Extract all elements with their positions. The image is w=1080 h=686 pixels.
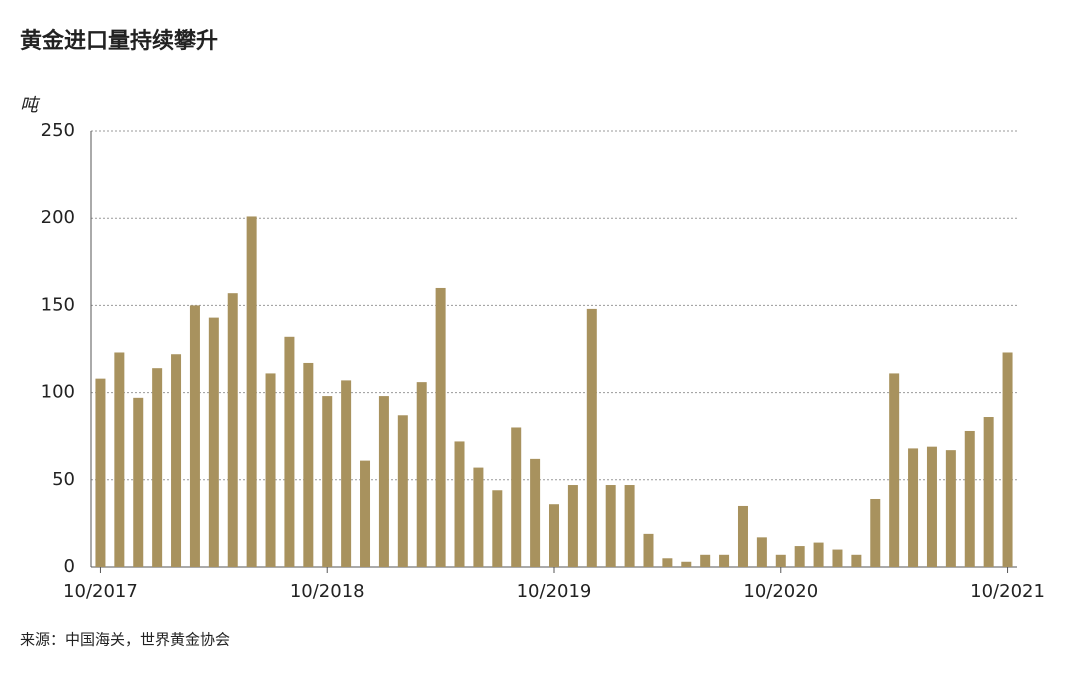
bar <box>775 554 786 567</box>
bar <box>208 317 219 567</box>
bar <box>454 441 465 567</box>
bar <box>624 485 635 567</box>
bar <box>133 397 144 567</box>
bar <box>945 450 956 567</box>
bar <box>889 373 900 567</box>
bar <box>926 446 937 567</box>
bar <box>397 415 408 567</box>
bar <box>473 467 484 567</box>
bar <box>303 362 314 567</box>
bar <box>567 485 578 567</box>
source: 来源：中国海关，世界黄金协会 <box>20 631 230 649</box>
chart-title: 黄金进口量持续攀升 <box>20 28 218 54</box>
bar <box>681 561 692 567</box>
bar <box>964 430 975 567</box>
bar <box>378 396 389 567</box>
bar <box>813 542 824 567</box>
y-tick-label: 250 <box>41 120 75 141</box>
bar <box>832 549 843 567</box>
bar <box>737 505 748 567</box>
bar <box>95 378 106 567</box>
y-tick-label: 0 <box>64 556 75 577</box>
bar <box>492 490 503 567</box>
bar <box>1002 352 1013 567</box>
bar <box>549 504 559 567</box>
bar <box>870 498 881 567</box>
bar <box>662 558 673 567</box>
bar <box>605 485 616 567</box>
y-tick-label: 200 <box>41 207 75 228</box>
bar <box>171 354 182 567</box>
bar <box>511 427 522 567</box>
bar <box>189 305 200 567</box>
x-tick-label: 10/2018 <box>290 581 365 602</box>
x-tick-label: 10/2019 <box>517 581 592 602</box>
bar <box>435 287 446 567</box>
bar <box>756 537 767 567</box>
y-unit: 吨 <box>20 95 41 116</box>
bar <box>643 533 654 567</box>
bar <box>227 293 238 567</box>
bar <box>983 417 994 567</box>
bar <box>114 352 125 567</box>
bar <box>530 458 541 567</box>
y-tick-label: 100 <box>41 382 75 403</box>
bar <box>719 554 730 567</box>
y-tick-label: 150 <box>41 294 75 315</box>
bar <box>265 373 276 567</box>
bar <box>908 448 919 567</box>
x-tick-label: 10/2020 <box>743 581 818 602</box>
bar <box>322 396 333 567</box>
bar <box>851 554 862 567</box>
y-tick-label: 50 <box>52 469 75 490</box>
bar <box>416 382 427 567</box>
bar <box>152 368 163 567</box>
bar <box>586 308 597 567</box>
x-tick-label: 10/2021 <box>970 581 1045 602</box>
bar <box>284 336 295 567</box>
x-tick-label: 10/2017 <box>63 581 138 602</box>
bar <box>246 216 257 567</box>
bar <box>794 546 805 567</box>
bar <box>341 380 352 567</box>
bar <box>360 460 371 567</box>
bar <box>700 554 711 567</box>
